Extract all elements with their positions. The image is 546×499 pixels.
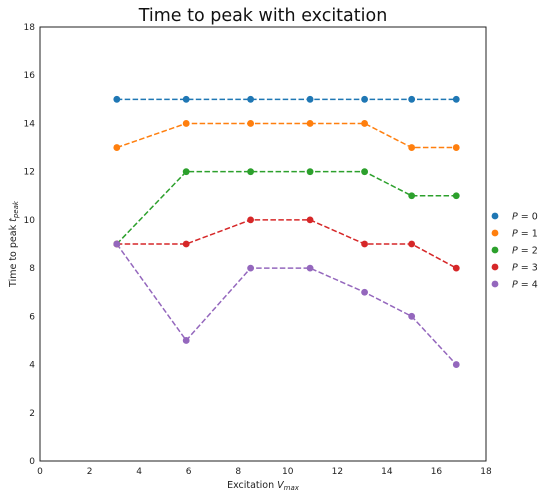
data-point-p1 bbox=[182, 120, 190, 127]
data-point-p0 bbox=[306, 95, 314, 103]
series-line-p1 bbox=[116, 122, 457, 149]
y-tick-label: 18 bbox=[24, 23, 36, 33]
data-point-p1 bbox=[306, 120, 314, 127]
y-tick-label: 8 bbox=[29, 264, 35, 274]
x-tick-label: 18 bbox=[480, 467, 492, 477]
data-point-p1 bbox=[408, 144, 416, 151]
y-tick-label: 10 bbox=[24, 216, 36, 226]
data-point-p4 bbox=[306, 264, 314, 272]
data-point-p4 bbox=[361, 288, 368, 296]
legend: P = 0 P = 1 P = 2 P = 3 P = 4 bbox=[491, 212, 538, 291]
legend-item-p2: P = 2 bbox=[491, 246, 538, 257]
data-point-p0 bbox=[408, 95, 416, 103]
series-line-p3 bbox=[116, 219, 457, 269]
data-point-p1 bbox=[113, 144, 121, 151]
y-axis-label: Time to peak tpeak bbox=[8, 200, 20, 288]
data-point-p3 bbox=[361, 240, 368, 248]
legend-item-p1: P = 1 bbox=[491, 229, 538, 240]
y-tick-label: 16 bbox=[24, 71, 36, 81]
legend-item-p0: P = 0 bbox=[491, 212, 538, 223]
x-tick-label: 12 bbox=[332, 467, 343, 477]
data-point-p4 bbox=[247, 264, 255, 272]
data-point-p2 bbox=[182, 168, 190, 176]
data-point-p2 bbox=[247, 168, 255, 176]
legend-label: P = 4 bbox=[512, 280, 538, 291]
y-tick-label: 2 bbox=[29, 409, 35, 419]
legend-item-p4: P = 4 bbox=[491, 280, 538, 291]
y-tick-label: 14 bbox=[24, 119, 36, 129]
x-tick-label: 8 bbox=[235, 467, 241, 477]
chart-title: Time to peak with excitation bbox=[138, 6, 388, 26]
y-tick-label: 0 bbox=[29, 457, 35, 467]
x-tick-label: 14 bbox=[381, 467, 393, 477]
legend-marker bbox=[491, 263, 499, 271]
x-axis-ticks: 0 2 4 6 8 10 12 14 16 18 bbox=[37, 467, 492, 477]
data-point-p3 bbox=[306, 216, 314, 224]
legend-label: P = 0 bbox=[512, 212, 538, 223]
data-point-p2 bbox=[452, 192, 460, 200]
series-layer bbox=[113, 95, 460, 368]
y-tick-label: 12 bbox=[24, 168, 35, 178]
legend-marker bbox=[491, 246, 499, 254]
y-tick-label: 4 bbox=[29, 361, 35, 371]
data-point-p3 bbox=[452, 264, 460, 272]
legend-label: P = 3 bbox=[512, 263, 538, 274]
data-point-p1 bbox=[247, 120, 255, 127]
x-tick-label: 2 bbox=[87, 467, 93, 477]
series-line-p4 bbox=[116, 243, 457, 366]
x-tick-label: 10 bbox=[282, 467, 294, 477]
x-tick-label: 6 bbox=[186, 467, 192, 477]
x-axis-label: Excitation Vmax bbox=[227, 480, 300, 492]
data-point-p1 bbox=[452, 144, 460, 151]
data-point-p4 bbox=[113, 240, 121, 248]
x-tick-label: 4 bbox=[136, 467, 142, 477]
x-tick-label: 16 bbox=[431, 467, 443, 477]
data-point-p1 bbox=[361, 120, 368, 127]
y-axis-ticks: 0 2 4 6 8 10 12 14 16 18 bbox=[24, 23, 36, 467]
data-point-p4 bbox=[182, 337, 190, 344]
data-point-p0 bbox=[247, 95, 255, 103]
data-point-p0 bbox=[452, 95, 460, 103]
legend-item-p3: P = 3 bbox=[491, 263, 538, 274]
legend-marker bbox=[491, 212, 499, 220]
data-point-p3 bbox=[408, 240, 416, 248]
data-point-p3 bbox=[247, 216, 255, 224]
legend-label: P = 2 bbox=[512, 246, 538, 257]
legend-marker bbox=[491, 280, 499, 288]
data-point-p0 bbox=[182, 95, 190, 103]
data-point-p4 bbox=[408, 312, 416, 320]
plot-frame bbox=[39, 26, 487, 462]
series-line-p2 bbox=[116, 170, 457, 245]
data-point-p0 bbox=[113, 95, 121, 103]
data-point-p4 bbox=[452, 361, 460, 368]
x-tick-label: 0 bbox=[37, 467, 43, 477]
y-tick-label: 6 bbox=[29, 312, 35, 322]
data-point-p3 bbox=[182, 240, 190, 248]
legend-label: P = 1 bbox=[512, 229, 538, 240]
data-point-p2 bbox=[361, 168, 368, 176]
data-point-p2 bbox=[408, 192, 416, 200]
data-point-p0 bbox=[361, 95, 368, 103]
legend-marker bbox=[491, 229, 499, 237]
data-point-p2 bbox=[306, 168, 314, 176]
